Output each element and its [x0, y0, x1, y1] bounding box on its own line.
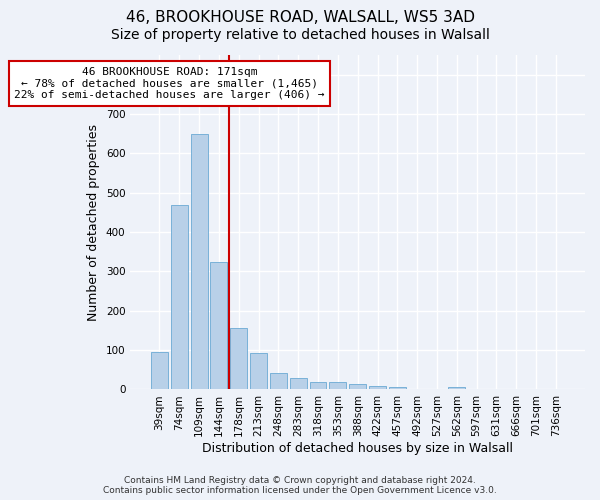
Bar: [191, 134, 208, 390]
Bar: [389, 388, 406, 390]
Bar: [369, 386, 386, 390]
Bar: [250, 353, 267, 390]
Bar: [448, 387, 465, 390]
Y-axis label: Number of detached properties: Number of detached properties: [88, 124, 100, 320]
Bar: [270, 372, 287, 390]
Bar: [171, 204, 188, 390]
Text: 46 BROOKHOUSE ROAD: 171sqm
← 78% of detached houses are smaller (1,465)
22% of s: 46 BROOKHOUSE ROAD: 171sqm ← 78% of deta…: [14, 67, 325, 100]
Text: Contains HM Land Registry data © Crown copyright and database right 2024.
Contai: Contains HM Land Registry data © Crown c…: [103, 476, 497, 495]
X-axis label: Distribution of detached houses by size in Walsall: Distribution of detached houses by size …: [202, 442, 513, 455]
Bar: [349, 384, 366, 390]
Text: Size of property relative to detached houses in Walsall: Size of property relative to detached ho…: [110, 28, 490, 42]
Text: 46, BROOKHOUSE ROAD, WALSALL, WS5 3AD: 46, BROOKHOUSE ROAD, WALSALL, WS5 3AD: [125, 10, 475, 25]
Bar: [290, 378, 307, 390]
Bar: [151, 352, 168, 390]
Bar: [211, 262, 227, 390]
Bar: [329, 382, 346, 390]
Bar: [230, 328, 247, 390]
Bar: [310, 382, 326, 390]
